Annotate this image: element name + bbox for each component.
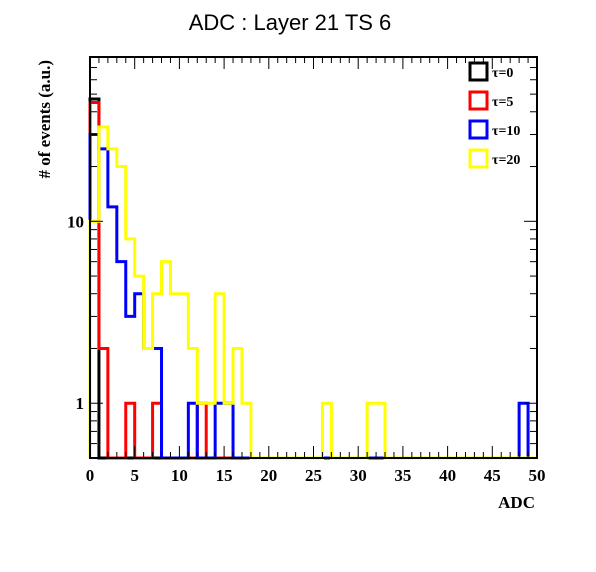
legend-label: τ=20 [492,153,520,168]
x-tick-label: 5 [130,466,139,485]
legend-label: τ=5 [492,95,513,110]
series-line-2 [88,133,537,460]
legend: τ=0 τ=5 τ=10 τ=20 [468,61,520,169]
legend-swatch [468,61,489,82]
y-axis-label: # of events (a.u.) [35,60,54,179]
x-tick-label: 15 [216,466,233,485]
legend-swatch [468,90,489,111]
x-tick-label: 25 [305,466,322,485]
x-tick-label: 20 [260,466,277,485]
y-tick-label: 10 [67,212,84,231]
x-tick-labels: 0 5 10 15 20 25 30 35 40 45 50 [86,466,546,485]
x-tick-label: 30 [350,466,367,485]
x-axis-label: ADC [498,493,535,512]
series-line-3 [88,125,537,460]
x-tick-label: 0 [86,466,95,485]
y-tick-label: 1 [76,394,85,413]
y-tick-labels: 1 10 [67,212,84,413]
legend-label: τ=0 [492,66,513,81]
axis-ticks [89,56,538,459]
legend-swatch [468,148,489,169]
x-tick-label: 50 [529,466,546,485]
x-tick-label: 10 [171,466,188,485]
plot-frame [89,56,538,459]
legend-swatch [468,119,489,140]
x-tick-label: 45 [484,466,501,485]
legend-label: τ=10 [492,124,520,139]
x-tick-label: 40 [439,466,456,485]
chart-title: ADC : Layer 21 TS 6 [189,10,392,35]
x-tick-label: 35 [394,466,411,485]
